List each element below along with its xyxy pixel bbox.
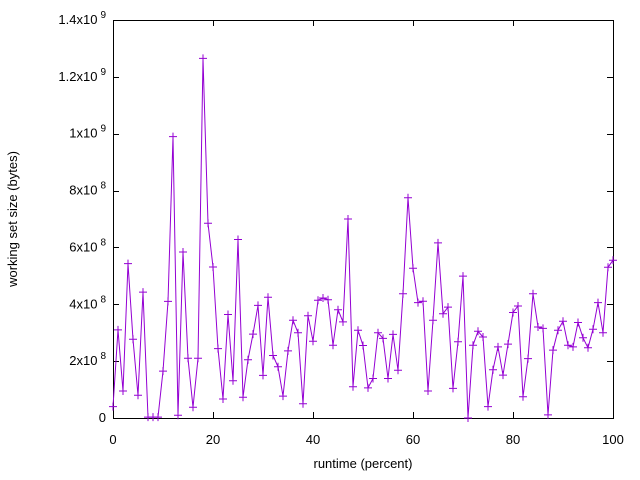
plot-border: [113, 20, 614, 419]
y-axis-title: working set size (bytes): [5, 151, 20, 288]
x-tick-label: 0: [109, 432, 116, 447]
y-tick-label: 8x10 8: [69, 181, 106, 198]
x-tick-label: 60: [406, 432, 420, 447]
x-tick-label: 20: [206, 432, 220, 447]
x-tick-label: 80: [506, 432, 520, 447]
y-tick-label: 1x10 9: [69, 124, 106, 141]
x-tick-label: 100: [602, 432, 624, 447]
data-line: [112, 58, 614, 419]
plot-area: 0 20 40 60 80 100 0 2x10 8 4x10 8 6x10 8 8x10 8 1x10 9 1.…: [58, 10, 623, 447]
y-tick-label: 6x10 8: [69, 237, 106, 254]
y-tick-label: 1.2x10 9: [58, 67, 106, 84]
x-tick-label: 40: [306, 432, 320, 447]
x-axis-title: runtime (percent): [314, 456, 413, 471]
y-tick-label: 2x10 8: [69, 351, 106, 368]
y-tick-label: 1.4x10 9: [58, 10, 106, 27]
y-tick-label: 4x10 8: [69, 294, 106, 311]
data-point-markers: [109, 54, 617, 422]
y-tick-label: 0: [99, 410, 106, 425]
